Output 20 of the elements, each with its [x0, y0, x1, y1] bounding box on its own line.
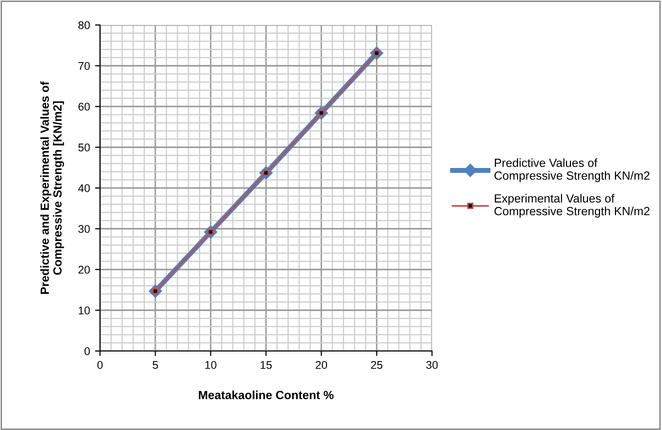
legend-label: Predictive Values of Compressive Strength KN/m2 [494, 158, 650, 182]
y-tick-label: 70 [78, 62, 90, 70]
legend-label: Experimental Values of Compressive Strength KN/m2 [494, 194, 650, 218]
x-tick-label: 25 [371, 361, 382, 369]
y-axis-title: Predictive and Experimental Values of Compressive Strength [KN/m2] [40, 81, 64, 294]
y-tick-label: 30 [78, 225, 90, 233]
y-tick-label: 80 [78, 21, 90, 30]
y-tick-label: 60 [78, 102, 90, 111]
x-tick-label: 30 [426, 361, 438, 369]
y-tick-label: 0 [84, 347, 90, 356]
x-tick-label: 5 [152, 361, 158, 369]
y-tick-label: 50 [78, 144, 90, 152]
x-tick-label: 10 [205, 361, 216, 369]
x-tick-label: 20 [316, 361, 328, 369]
x-tick-label: 0 [97, 361, 103, 369]
x-axis-title: Meatakaoline Content % [198, 390, 334, 400]
x-tick-label: 15 [260, 361, 272, 369]
y-tick-label: 40 [78, 184, 90, 192]
y-tick-label: 20 [78, 266, 90, 274]
y-tick-label: 10 [78, 306, 90, 314]
